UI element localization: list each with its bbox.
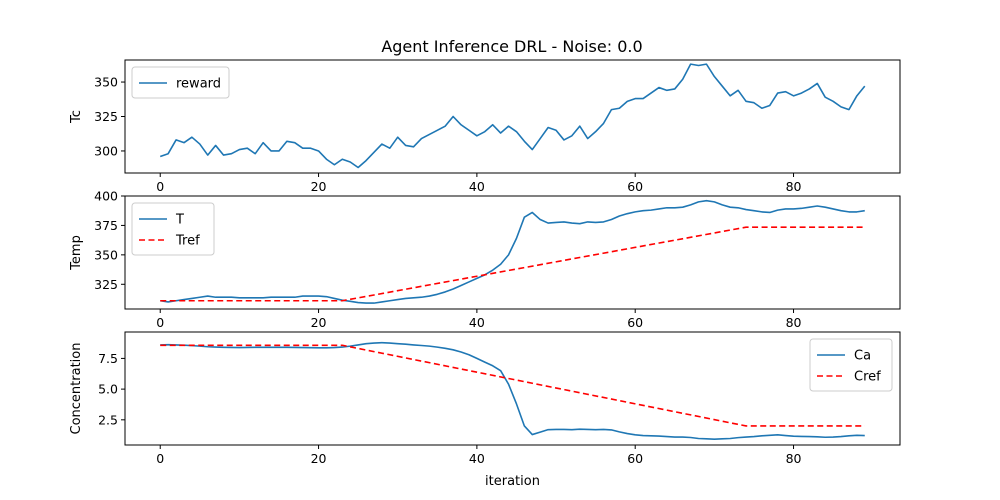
series-line-cref xyxy=(160,344,865,427)
legend-box xyxy=(131,66,230,99)
x-tick-label: 60 xyxy=(627,179,643,194)
y-tick-label: 375 xyxy=(94,218,118,233)
subplot-container: 0 20 40 60 80 300 325 350 Tc reward 0 20 40 60 80 325 35… xyxy=(69,59,901,489)
subplot-tc: 0 20 40 60 80 300 325 350 Tc reward xyxy=(69,59,901,194)
series-line-tref xyxy=(160,226,865,302)
y-axis-label: Temp xyxy=(69,235,84,271)
y-tick-label: 350 xyxy=(94,247,118,262)
x-axis-label: iteration xyxy=(485,474,540,489)
legend-box xyxy=(809,338,893,392)
chart-title: Agent Inference DRL - Noise: 0.0 xyxy=(381,37,642,56)
legend: T Tref xyxy=(131,202,215,256)
legend: Ca Cref xyxy=(809,338,893,392)
legend-box xyxy=(131,202,215,256)
y-tick-label: 5.0 xyxy=(98,382,118,397)
x-tick-label: 40 xyxy=(469,179,485,194)
x-tick-label: 0 xyxy=(156,179,164,194)
x-tick-label: 0 xyxy=(156,315,164,330)
y-tick-label: 2.5 xyxy=(98,412,118,427)
y-tick-label: 7.5 xyxy=(98,351,118,366)
x-tick-label: 60 xyxy=(627,315,643,330)
y-axis-label: Concentration xyxy=(69,343,84,435)
legend-label-tref: Tref xyxy=(175,234,200,249)
x-tick-label: 0 xyxy=(156,451,164,466)
series-line-reward xyxy=(159,63,866,169)
x-tick-label: 60 xyxy=(627,451,643,466)
y-tick-label: 350 xyxy=(94,75,118,90)
series-line-t xyxy=(160,199,865,304)
subplot-temp: 0 20 40 60 80 325 350 375 400 Temp T Tref xyxy=(69,189,901,330)
y-tick-label: 325 xyxy=(94,277,118,292)
subplot-concentration: 0 20 40 60 80 2.5 5.0 7.5 Concentration iteration… xyxy=(69,331,901,489)
legend-label-ca: Ca xyxy=(854,349,871,364)
x-tick-label: 80 xyxy=(786,179,802,194)
series-line-ca xyxy=(160,341,865,441)
x-tick-label: 40 xyxy=(469,451,485,466)
x-tick-label: 20 xyxy=(311,451,327,466)
legend-label-reward: reward xyxy=(176,77,221,92)
x-tick-label: 80 xyxy=(786,315,802,330)
y-tick-label: 300 xyxy=(94,143,118,158)
y-tick-label: 325 xyxy=(94,109,118,124)
axes-frame xyxy=(124,331,901,446)
y-tick-label: 400 xyxy=(94,189,118,204)
x-tick-label: 40 xyxy=(469,315,485,330)
x-tick-label: 20 xyxy=(311,179,327,194)
axes-frame xyxy=(124,195,901,310)
legend-label-t: T xyxy=(175,213,184,228)
y-axis-label: Tc xyxy=(69,110,84,124)
legend: reward xyxy=(131,66,230,99)
legend-label-cref: Cref xyxy=(854,370,881,385)
x-tick-label: 20 xyxy=(311,315,327,330)
x-tick-label: 80 xyxy=(786,451,802,466)
